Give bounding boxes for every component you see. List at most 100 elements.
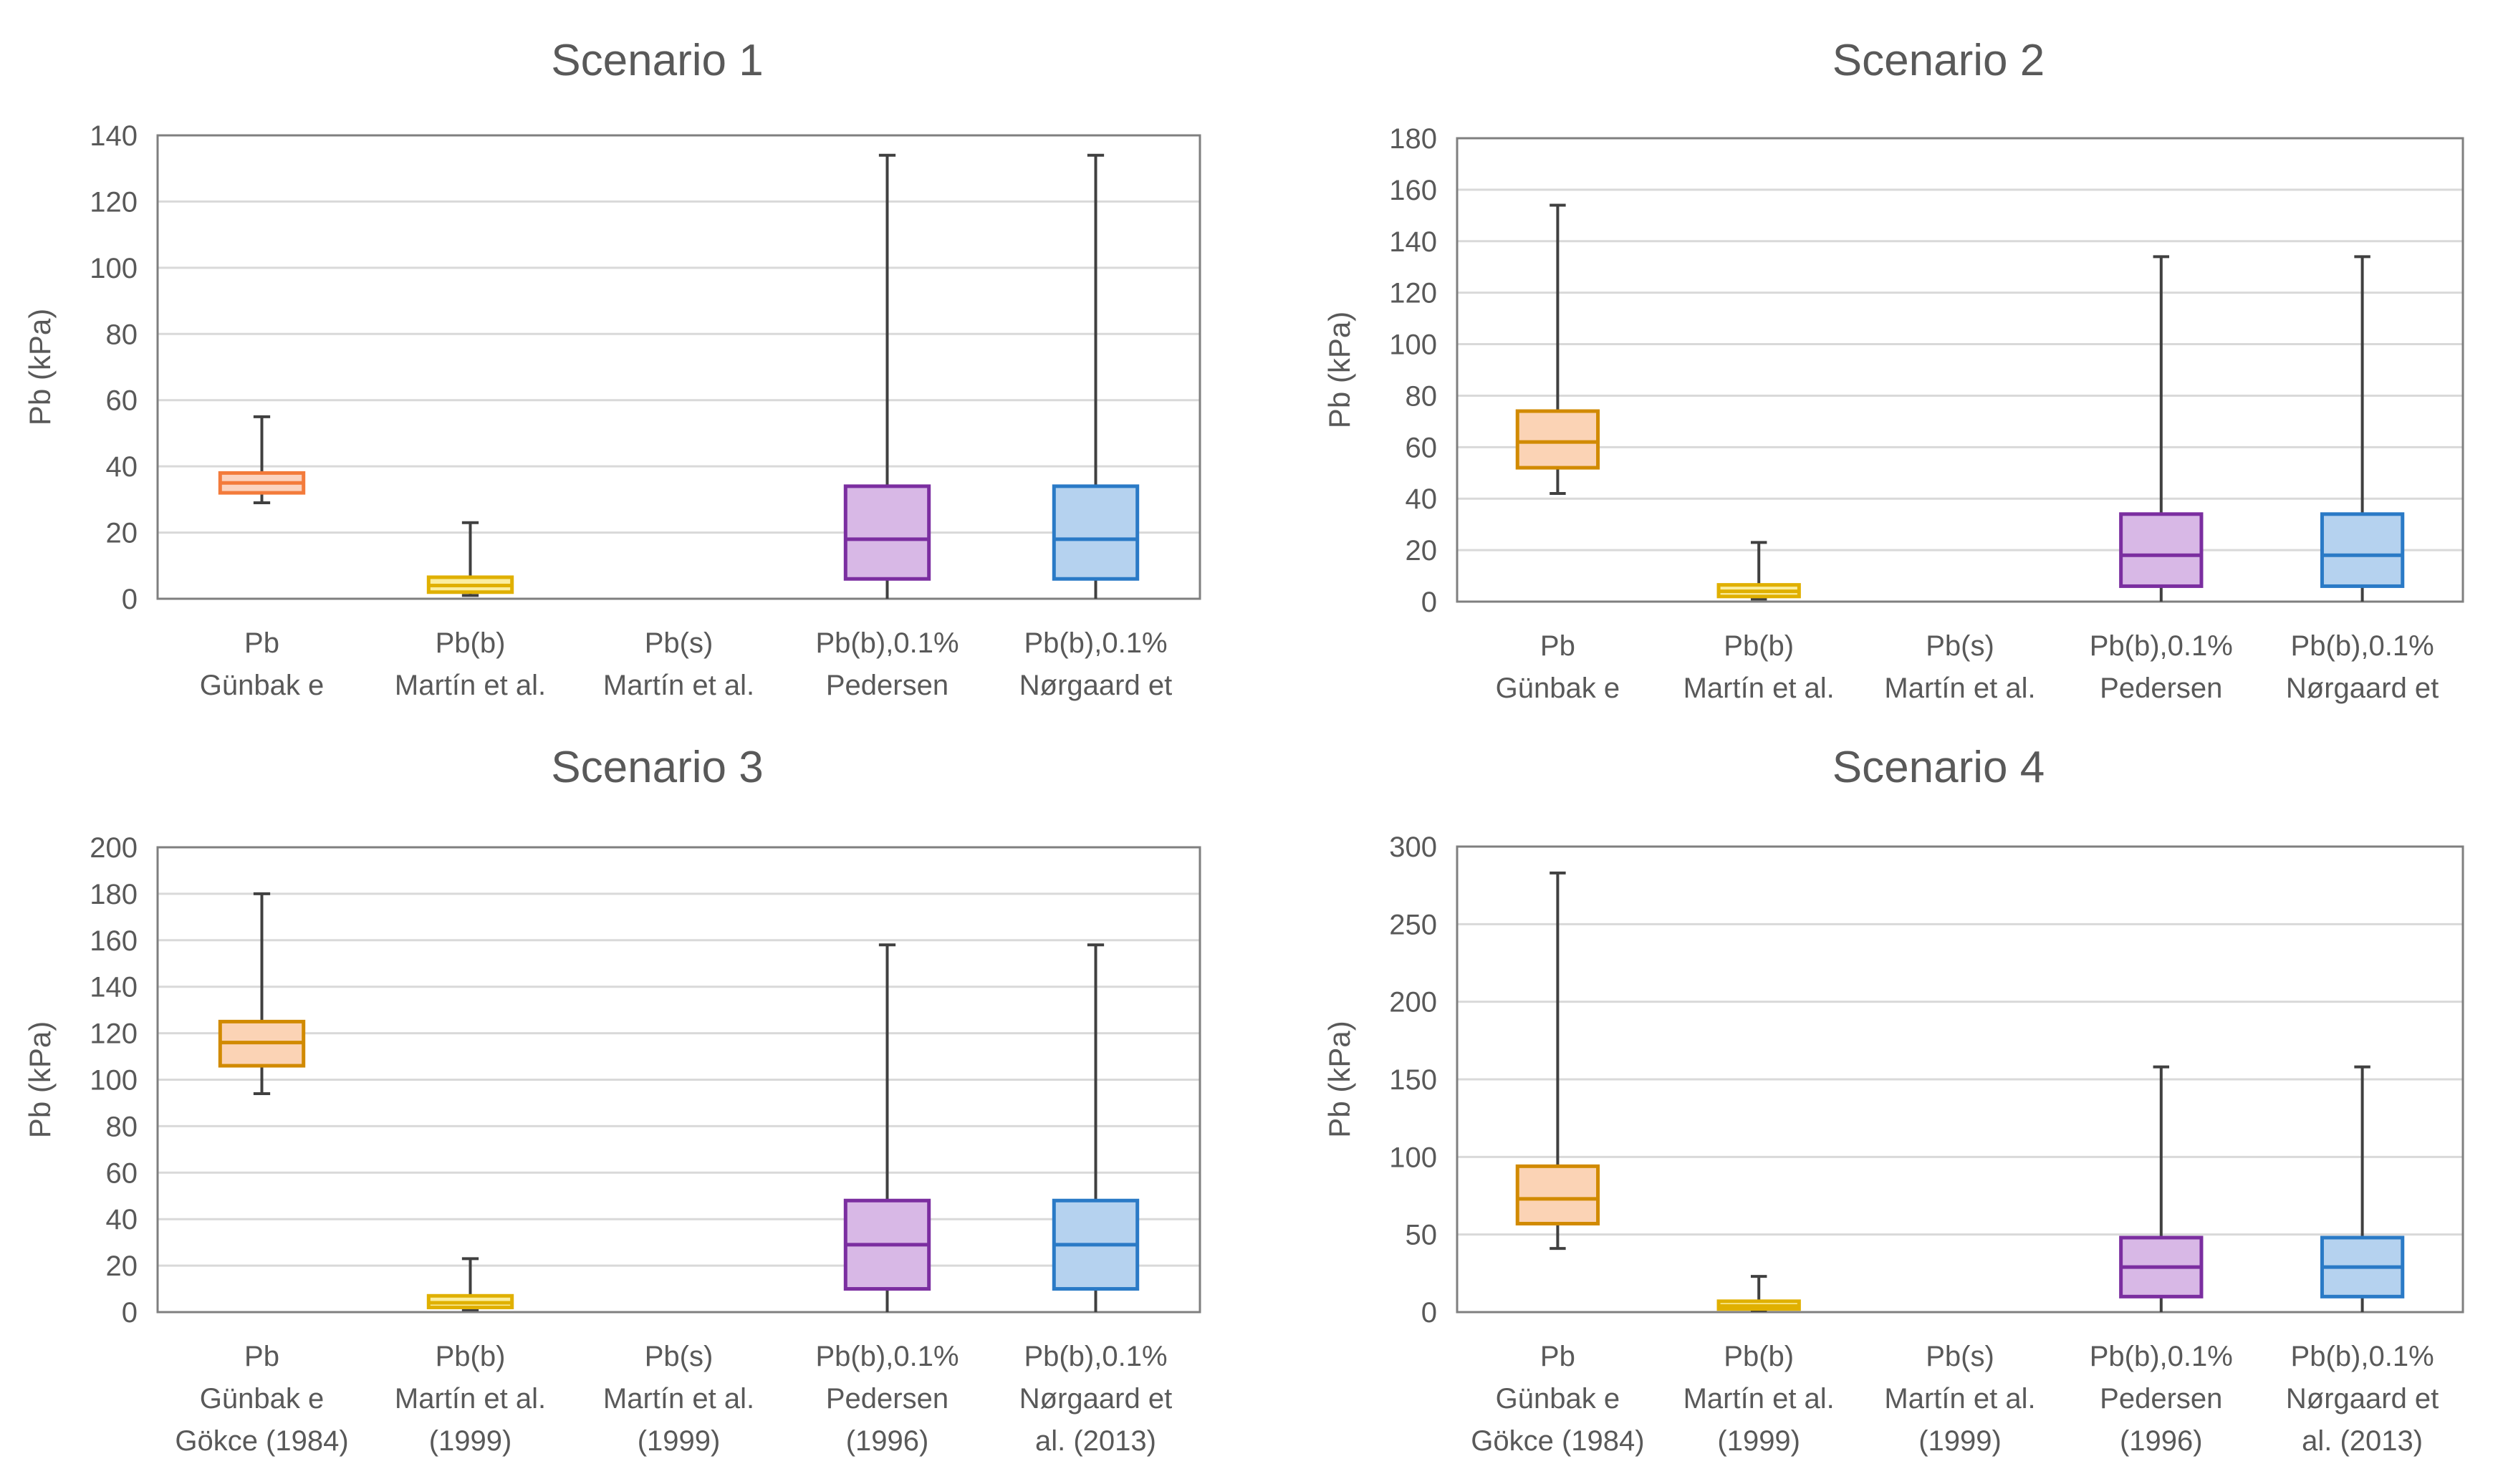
y-tick-label: 300 [1389, 832, 1437, 863]
y-tick-label: 40 [106, 1204, 138, 1235]
y-tick-label: 0 [122, 1297, 138, 1329]
y-tick-label: 20 [106, 1251, 138, 1282]
x-category-label: Pb(b),0.1% [2090, 630, 2233, 662]
x-category-label: Pb [244, 627, 279, 659]
y-tick-label: 180 [90, 879, 138, 910]
y-tick-label: 140 [1389, 226, 1437, 258]
x-category-label: Nørgaard et [2286, 1383, 2439, 1415]
x-category-label: Günbak e [200, 1383, 324, 1415]
y-axis-label: Pb (kPa) [23, 309, 57, 425]
x-category-label: Martín et al. [395, 1383, 546, 1415]
x-category-label: Martín et al. [1683, 673, 1835, 704]
x-category-label: Pb(b) [1724, 1341, 1794, 1372]
y-tick-label: 100 [1389, 329, 1437, 361]
y-tick-label: 50 [1406, 1220, 1438, 1251]
x-category-label: (1999) [1717, 1425, 1800, 1457]
x-category-label: al. (2013) [1035, 1425, 1156, 1457]
plot-frame [1456, 137, 2464, 603]
y-tick-label: 100 [1389, 1142, 1437, 1173]
y-tick-label: 60 [1406, 432, 1438, 463]
x-category-label: Nørgaard et [1019, 670, 1172, 701]
box-iqr [1515, 409, 1600, 470]
y-tick-label: 20 [106, 518, 138, 549]
x-category-label: (1996) [2120, 1425, 2203, 1457]
y-tick-label: 100 [90, 1065, 138, 1097]
x-category-label: Pb(b) [436, 1341, 506, 1372]
chart-title: Scenario 3 [551, 743, 763, 792]
x-category-label: Günbak e [1496, 1383, 1620, 1415]
x-category-label: (1999) [1918, 1425, 2002, 1457]
y-tick-label: 40 [106, 451, 138, 483]
y-tick-label: 140 [90, 120, 138, 152]
chart-svg-scenario-1: Scenario 1 0 20 40 60 80 100 120 140 Pb (kPa) Pb Gü… [23, 36, 1201, 701]
x-category-label: Pb(s) [645, 1341, 714, 1372]
x-category-label: Pb(s) [1926, 1341, 1994, 1372]
x-category-label: Pb(b),0.1% [2291, 1341, 2434, 1372]
chart-svg-scenario-4: Scenario 4 0 50 100 150 200 250 300 Pb (kPa) Pb Gü… [1322, 743, 2464, 1457]
y-tick-label: 40 [1406, 483, 1438, 515]
box-iqr [1515, 1164, 1600, 1225]
x-category-label: Pb [244, 1341, 279, 1372]
y-tick-label: 250 [1389, 909, 1437, 940]
y-tick-label: 160 [90, 925, 138, 957]
plot-frame [1456, 845, 2464, 1314]
x-category-label: Pedersen [2100, 673, 2222, 704]
chart-scenario-1: Scenario 1 0 20 40 60 80 100 120 140 Pb (kPa) Pb Gü… [0, 0, 1218, 716]
x-category-label: Pb(b) [436, 627, 506, 659]
x-category-label: Pb(b),0.1% [815, 1341, 959, 1372]
x-category-label: Günbak e [200, 670, 324, 701]
chart-svg-scenario-2: Scenario 2 0 20 40 60 80 100 120 140 160 180 Pb (kP… [1322, 36, 2464, 704]
box-iqr [2119, 512, 2204, 588]
x-category-label: Pedersen [826, 1383, 948, 1415]
x-category-label: Martín et al. [603, 1383, 754, 1415]
y-tick-label: 80 [106, 319, 138, 350]
y-tick-label: 60 [106, 385, 138, 417]
y-tick-label: 180 [1389, 123, 1437, 155]
y-tick-label: 20 [1406, 535, 1438, 567]
x-category-label: (1999) [429, 1425, 512, 1457]
x-category-label: (1996) [846, 1425, 929, 1457]
chart-scenario-2: Scenario 2 0 20 40 60 80 100 120 140 160 180 Pb (kP… [1249, 0, 2498, 716]
x-category-label: Martín et al. [1884, 1383, 2035, 1415]
x-category-label: Martín et al. [1683, 1383, 1835, 1415]
box-iqr [2320, 512, 2405, 588]
box-iqr [843, 484, 931, 581]
y-tick-label: 140 [90, 972, 138, 1003]
box-iqr [1052, 484, 1140, 581]
y-tick-label: 0 [122, 584, 138, 615]
y-tick-label: 150 [1389, 1064, 1437, 1096]
y-tick-label: 100 [90, 253, 138, 284]
x-category-label: Gökce (1984) [1471, 1425, 1644, 1457]
x-category-label: al. (2013) [2302, 1425, 2423, 1457]
y-tick-label: 60 [106, 1157, 138, 1189]
x-category-label: Gökce (1984) [175, 1425, 348, 1457]
y-tick-label: 0 [1421, 1297, 1437, 1329]
y-tick-label: 0 [1421, 587, 1437, 618]
x-category-label: Pedersen [826, 670, 948, 701]
x-category-label: Pb(b),0.1% [2090, 1341, 2233, 1372]
x-category-label: Günbak e [1496, 673, 1620, 704]
y-tick-label: 200 [1389, 987, 1437, 1018]
y-tick-label: 120 [1389, 278, 1437, 309]
x-category-label: Pb(b),0.1% [1024, 627, 1167, 659]
x-category-label: Pb [1540, 1341, 1575, 1372]
x-category-label: Pb [1540, 630, 1575, 662]
x-category-label: Martín et al. [1884, 673, 2035, 704]
x-category-label: Pb(b),0.1% [2291, 630, 2434, 662]
x-category-label: (1999) [638, 1425, 721, 1457]
chart-scenario-3: Scenario 3 0 20 40 60 80 100 120 140 160 180 200 Pb … [0, 716, 1218, 1484]
chart-title: Scenario 2 [1832, 36, 2045, 85]
x-category-label: Pb(s) [645, 627, 714, 659]
chart-svg-scenario-3: Scenario 3 0 20 40 60 80 100 120 140 160 180 200 Pb … [23, 743, 1201, 1457]
y-tick-label: 200 [90, 832, 138, 864]
chart-scenario-4: Scenario 4 0 50 100 150 200 250 300 Pb (kPa) Pb Gü… [1249, 716, 2498, 1484]
x-category-label: Nørgaard et [1019, 1383, 1172, 1415]
plot-frame [156, 846, 1201, 1314]
y-tick-label: 80 [1406, 380, 1438, 412]
y-axis-label: Pb (kPa) [23, 1021, 57, 1138]
x-category-label: Martín et al. [395, 670, 546, 701]
x-category-label: Martín et al. [603, 670, 754, 701]
x-category-label: Pb(b),0.1% [1024, 1341, 1167, 1372]
y-tick-label: 120 [90, 1018, 138, 1050]
y-tick-label: 160 [1389, 175, 1437, 206]
